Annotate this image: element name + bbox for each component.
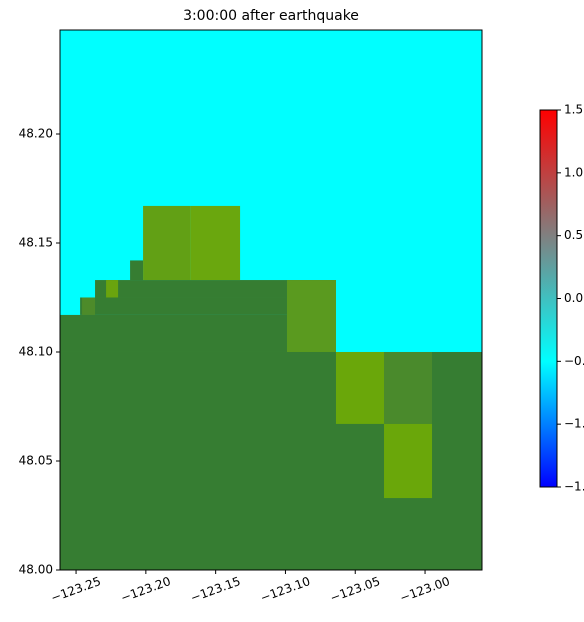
land-cell xyxy=(286,280,336,352)
y-tick-label: 48.10 xyxy=(19,344,53,358)
plot-frame xyxy=(59,29,483,571)
land-cell xyxy=(384,423,433,499)
y-tick-label: 48.20 xyxy=(19,126,53,140)
colorbar xyxy=(539,109,558,488)
land-cell xyxy=(384,351,433,424)
x-tick-label: −123.15 xyxy=(189,574,243,605)
x-tick-label: −123.00 xyxy=(398,574,452,605)
land-cell xyxy=(95,280,336,298)
land-cell xyxy=(130,260,144,281)
map-area xyxy=(60,30,482,570)
x-tick-label: −123.10 xyxy=(258,574,312,605)
land-cell xyxy=(80,297,336,315)
colorbar-tick-label: 0.5 xyxy=(564,228,583,242)
x-tick-label: −123.05 xyxy=(328,574,382,605)
land-cell xyxy=(143,205,191,281)
x-tick-label: −123.20 xyxy=(119,574,173,605)
colorbar-tick-label: −1.0 xyxy=(564,417,584,431)
y-tick-label: 48.05 xyxy=(19,453,53,467)
land-cell xyxy=(335,351,385,424)
chart-title: 3:00:00 after earthquake xyxy=(183,8,359,24)
colorbar-tick-label: −1.5 xyxy=(564,480,584,494)
land-cell xyxy=(106,280,119,298)
y-tick-label: 48.00 xyxy=(19,563,53,577)
y-tick-label: 48.15 xyxy=(19,235,53,249)
colorbar-tick-label: 1.5 xyxy=(564,103,583,117)
colorbar-tick-label: 1.0 xyxy=(564,165,583,179)
land-cell xyxy=(82,297,96,315)
colorbar-tick-label: 0.0 xyxy=(564,291,583,305)
x-tick-label: −123.25 xyxy=(49,574,103,605)
colorbar-tick-label: −0.5 xyxy=(564,354,584,368)
land-cell xyxy=(190,205,241,281)
